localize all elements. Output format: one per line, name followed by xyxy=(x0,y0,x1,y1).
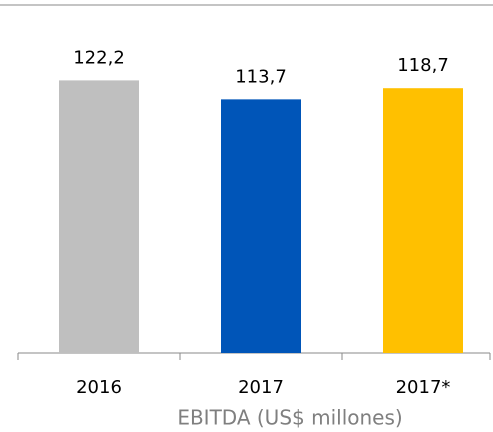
value-label: 122,2 xyxy=(73,47,125,68)
bar xyxy=(221,99,301,353)
x-tick-label: 2016 xyxy=(76,377,122,398)
x-axis-title: EBITDA (US$ millones) xyxy=(177,406,402,430)
x-tick-label: 2017* xyxy=(396,377,451,398)
bar xyxy=(59,80,139,354)
value-label: 118,7 xyxy=(397,55,449,76)
value-label: 113,7 xyxy=(235,66,287,87)
bar xyxy=(383,88,463,353)
x-tick-label: 2017 xyxy=(238,377,284,398)
